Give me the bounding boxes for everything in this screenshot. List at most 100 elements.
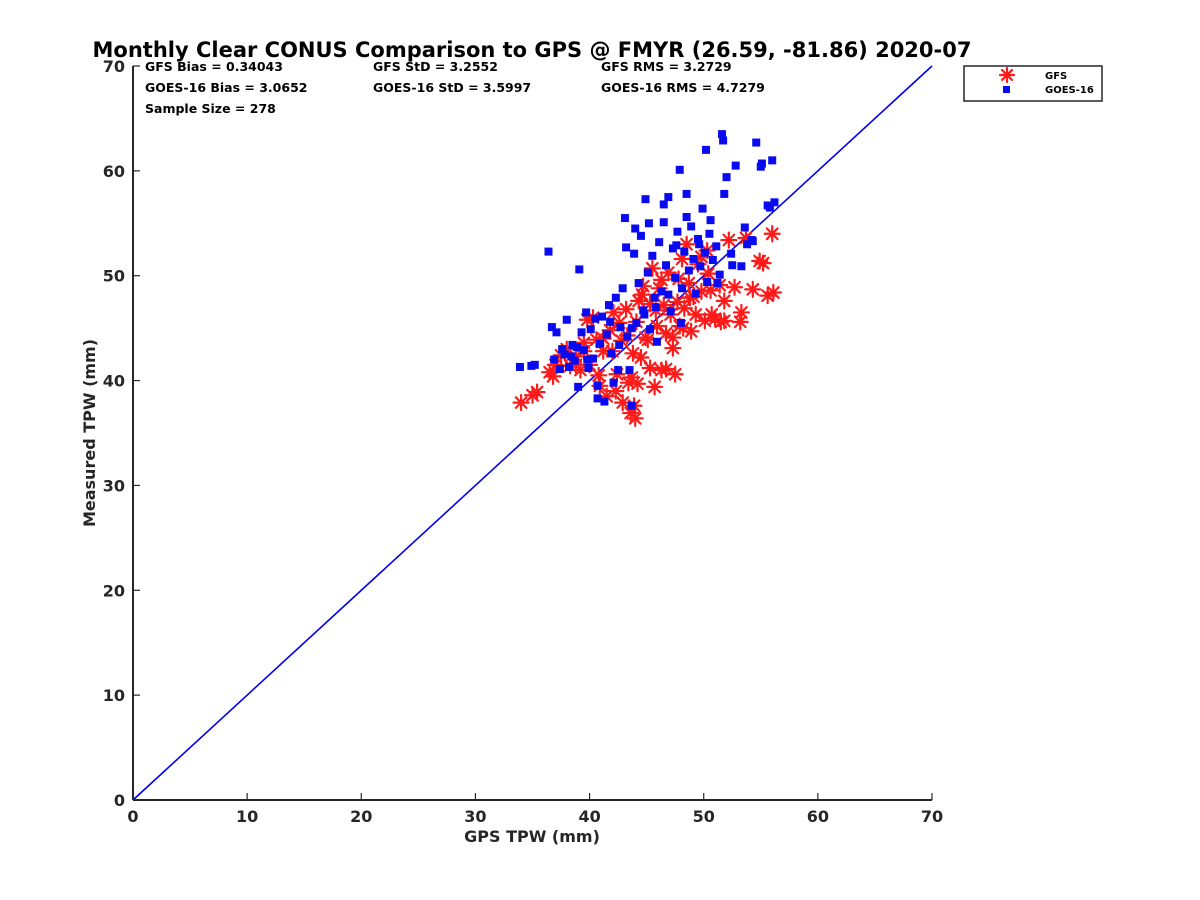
goes16-point xyxy=(737,262,746,271)
y-tick-label: 70 xyxy=(103,57,125,76)
goes16-point xyxy=(684,266,693,275)
legend-gfs-label: GFS xyxy=(1045,71,1067,82)
goes16-point xyxy=(672,241,681,250)
goes16-point xyxy=(606,317,615,326)
goes16-point xyxy=(689,254,698,263)
gfs-point xyxy=(715,292,733,310)
goes16-bias-stat: GOES-16 Bias = 3.0652 xyxy=(145,80,307,95)
legend-gfs-asterisk xyxy=(998,66,1016,84)
goes16-point xyxy=(648,251,657,260)
goes16-point xyxy=(627,324,636,333)
goes16-point xyxy=(743,240,752,249)
goes16-point xyxy=(568,340,577,349)
series-layer xyxy=(512,130,782,427)
goes16-point xyxy=(547,323,556,332)
goes16-point xyxy=(550,355,559,364)
goes16-point xyxy=(717,130,726,139)
goes16-point xyxy=(530,360,539,369)
goes16-point xyxy=(577,328,586,337)
goes16-point xyxy=(588,354,597,363)
goes16-point xyxy=(651,303,660,312)
goes16-point xyxy=(748,237,757,246)
plot-area: 0 10 20 30 40 50 60 70 0 10 20 30 40 50 60 70 xyxy=(103,57,943,826)
goes16-point xyxy=(646,325,655,334)
gfs-point xyxy=(712,313,730,331)
goes16-point xyxy=(728,261,737,270)
legend-goes16-marker xyxy=(1003,86,1010,93)
gfs-point xyxy=(759,287,777,305)
gfs-point xyxy=(687,305,705,324)
goes16-point xyxy=(618,284,627,293)
goes16-point xyxy=(652,337,661,346)
goes16-point xyxy=(604,301,613,310)
goes16-point xyxy=(691,289,700,298)
goes16-point xyxy=(634,279,643,288)
goes16-point xyxy=(598,312,607,321)
goes16-point xyxy=(713,279,722,288)
goes16-point xyxy=(768,156,777,165)
gfs-point xyxy=(528,383,546,401)
goes16-point xyxy=(640,310,649,319)
goes16-point xyxy=(703,278,712,287)
gfs-point xyxy=(732,303,750,322)
legend-box xyxy=(963,65,1103,102)
goes16-point xyxy=(579,346,588,355)
goes16-point xyxy=(765,203,774,212)
y-axis-ticks: 0 10 20 30 40 50 60 70 xyxy=(103,57,140,810)
goes16-point xyxy=(662,261,671,270)
goes16-point xyxy=(567,352,576,361)
goes16-point xyxy=(715,270,724,279)
goes16-point xyxy=(586,325,595,334)
legend-gfs-marker xyxy=(998,66,1016,84)
goes16-point xyxy=(712,242,721,251)
goes16-point xyxy=(694,235,703,244)
goes16-point xyxy=(627,401,636,410)
y-tick-label: 20 xyxy=(103,581,125,600)
gfs-point xyxy=(699,265,717,283)
gfs-point xyxy=(764,283,782,302)
gfs-rms-stat: GFS RMS = 3.2729 xyxy=(601,59,732,74)
x-tick-label: 50 xyxy=(693,807,715,826)
goes16-point xyxy=(609,378,618,387)
statistics-annotations: GFS Bias = 0.34043 GFS StD = 3.2552 GFS … xyxy=(145,59,765,116)
goes16-point xyxy=(620,214,629,223)
gfs-bias-stat: GFS Bias = 0.34043 xyxy=(145,59,283,74)
goes16-point xyxy=(731,161,740,170)
goes16-point xyxy=(622,243,631,252)
series-goes16 xyxy=(515,130,779,410)
goes16-point xyxy=(700,248,709,257)
goes16-point xyxy=(664,193,673,202)
sample-size-stat: Sample Size = 278 xyxy=(145,101,276,116)
goes16-point xyxy=(552,328,561,337)
goes16-point xyxy=(706,216,715,225)
gfs-std-stat: GFS StD = 3.2552 xyxy=(373,59,498,74)
y-tick-label: 40 xyxy=(103,372,125,391)
goes16-point xyxy=(678,284,687,293)
goes16-point xyxy=(565,362,574,371)
goes16-point xyxy=(740,223,749,232)
gfs-point xyxy=(720,231,738,249)
goes16-point xyxy=(591,314,600,323)
gfs-point xyxy=(652,271,671,289)
goes16-point xyxy=(582,308,591,317)
gfs-point xyxy=(633,285,651,304)
goes16-point xyxy=(544,247,553,256)
x-axis-label: GPS TPW (mm) xyxy=(464,827,600,846)
goes16-point xyxy=(687,222,696,231)
x-tick-label: 70 xyxy=(921,807,943,826)
goes16-point xyxy=(560,350,569,359)
reference-line-layer xyxy=(132,65,933,801)
goes16-rms-stat: GOES-16 RMS = 4.7279 xyxy=(601,80,765,95)
goes16-point xyxy=(584,363,593,372)
goes16-std-stat: GOES-16 StD = 3.5997 xyxy=(373,80,531,95)
goes16-point xyxy=(756,162,765,171)
legend-goes16-label: GOES-16 xyxy=(1045,85,1094,96)
goes16-point xyxy=(673,227,682,236)
gfs-point xyxy=(725,278,744,296)
chart-title: Monthly Clear CONUS Comparison to GPS @ … xyxy=(93,38,972,62)
goes16-point xyxy=(664,290,673,299)
goes16-point xyxy=(644,219,653,228)
goes16-point xyxy=(666,307,675,316)
x-tick-label: 30 xyxy=(464,807,486,826)
